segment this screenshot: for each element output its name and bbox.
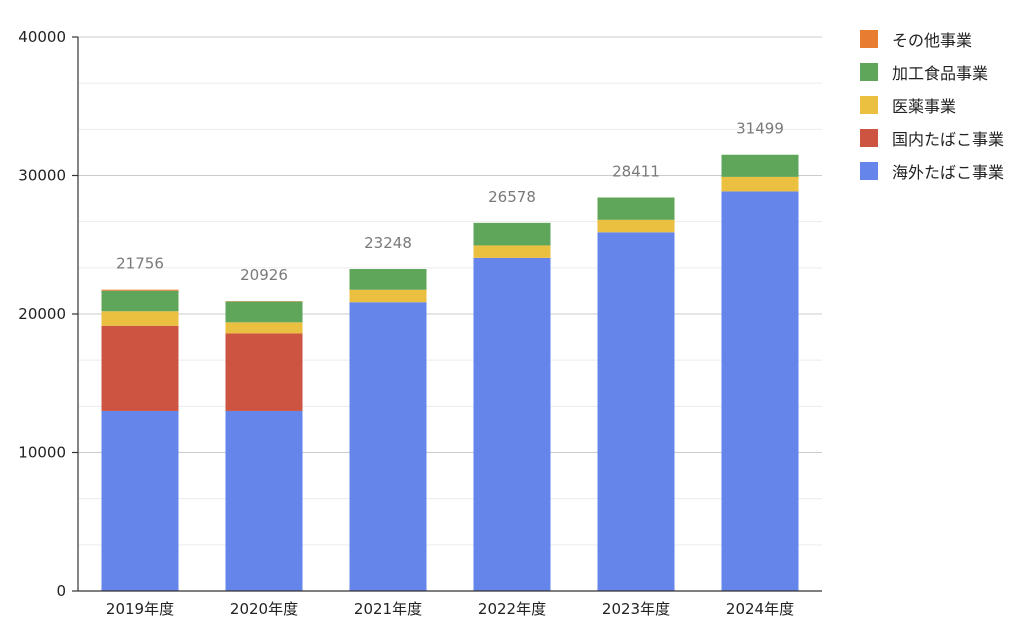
bar-segment	[473, 222, 551, 246]
bar-segment	[349, 302, 427, 591]
total-data-label: 23248	[364, 234, 412, 252]
y-tick-labels: 0 10000 20000 30000 40000	[18, 28, 78, 600]
bar-segment	[225, 322, 303, 334]
legend-item: 海外たばこ事業	[860, 154, 1004, 187]
bar-segment	[225, 410, 303, 591]
legend-item: 加工食品事業	[860, 55, 1004, 88]
bar-segment	[473, 245, 551, 258]
total-labels: 21756 20926 23248 26578 28411 31499	[116, 120, 784, 284]
gridlines	[78, 36, 822, 546]
x-tick-label: 2024年度	[726, 600, 794, 618]
legend-label: 医薬事業	[892, 96, 957, 116]
legend-swatch	[860, 29, 878, 48]
x-tick-labels: 2019年度 2020年度 2021年度 2022年度 2023年度 2024年度	[106, 600, 794, 618]
x-tick-label: 2021年度	[354, 600, 422, 618]
bar-segment	[225, 301, 303, 323]
x-tick-label: 2019年度	[106, 600, 174, 618]
bar-segment	[721, 154, 799, 177]
bar-segment	[473, 257, 551, 591]
bar-segment	[349, 269, 427, 290]
legend-swatch	[860, 161, 878, 180]
total-data-label: 20926	[240, 266, 288, 284]
legend-label: その他事業	[892, 30, 973, 50]
legend-swatch	[860, 62, 878, 81]
bar-segment	[597, 232, 675, 591]
bar-segment	[349, 289, 427, 303]
y-tick-label: 30000	[18, 167, 66, 185]
total-data-label: 31499	[736, 120, 784, 138]
y-tick-label: 0	[56, 582, 66, 600]
bar-segment	[101, 289, 179, 291]
total-data-label: 21756	[116, 255, 164, 273]
legend-swatch	[860, 95, 878, 114]
x-tick-label: 2022年度	[478, 600, 546, 618]
bar-segment	[101, 290, 179, 312]
legend-label: 海外たばこ事業	[892, 162, 1005, 182]
legend: その他事業加工食品事業 医薬事業国内たばこ事業 海外たばこ事業	[860, 22, 1004, 187]
bar-segment	[225, 333, 303, 411]
bar-segment	[597, 197, 675, 220]
legend-item: 医薬事業	[860, 88, 1004, 121]
legend-item: 国内たばこ事業	[860, 121, 1004, 154]
x-tick-label: 2023年度	[602, 600, 670, 618]
x-tick-label: 2020年度	[230, 600, 298, 618]
bar-segment	[101, 325, 179, 411]
total-data-label: 26578	[488, 188, 536, 206]
bar-segment	[597, 219, 675, 233]
y-tick-label: 10000	[18, 444, 66, 462]
bar-segment	[721, 176, 799, 192]
bars	[101, 154, 799, 592]
legend-item: その他事業	[860, 22, 1004, 55]
legend-label: 加工食品事業	[892, 63, 989, 83]
total-data-label: 28411	[612, 163, 660, 181]
legend-label: 国内たばこ事業	[892, 129, 1005, 149]
bar-segment	[101, 410, 179, 591]
bar-segment	[721, 191, 799, 592]
bar-segment	[101, 311, 179, 326]
y-tick-label: 20000	[18, 305, 66, 323]
legend-swatch	[860, 128, 878, 147]
y-tick-label: 40000	[18, 28, 66, 46]
